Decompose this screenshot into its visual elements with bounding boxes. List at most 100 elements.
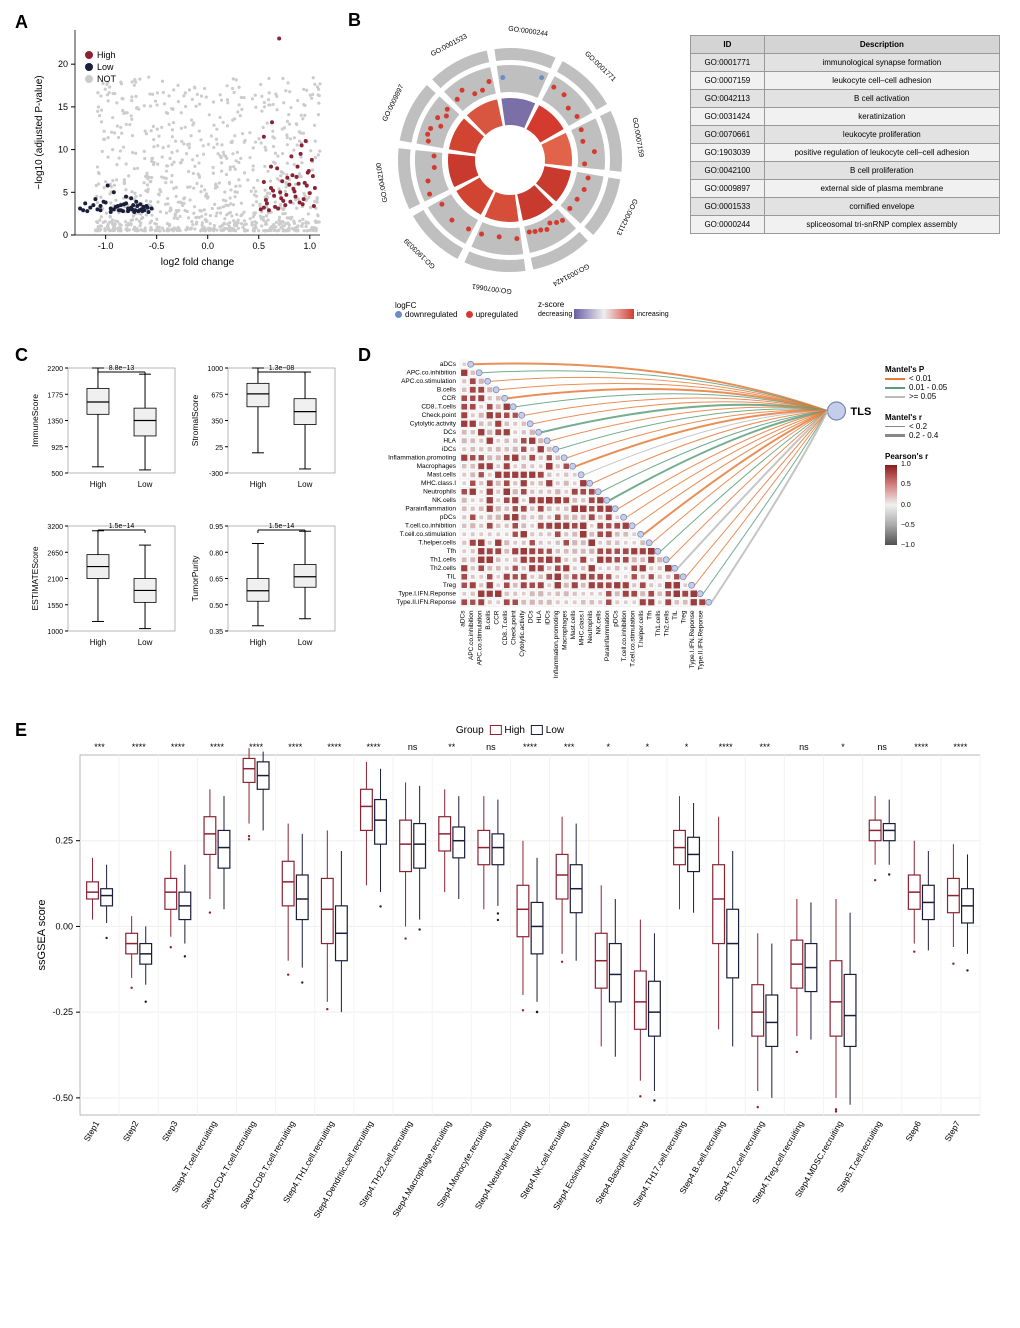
table-row: GO:0001533cornified envelope: [691, 198, 1000, 216]
svg-text:CD8..T.cells: CD8..T.cells: [502, 610, 509, 645]
panel-e-label: E: [15, 720, 27, 741]
svg-text:ns: ns: [408, 742, 418, 752]
svg-text:925: 925: [51, 445, 63, 452]
svg-text:CCR: CCR: [493, 610, 500, 624]
svg-text:pDCs: pDCs: [440, 514, 457, 521]
svg-text:StromalScore: StromalScore: [190, 394, 200, 446]
svg-text:Step1: Step1: [82, 1119, 102, 1143]
svg-text:-1.0: -1.0: [98, 241, 114, 251]
svg-text:0: 0: [63, 230, 68, 240]
ssgsea-boxplots: Group High Low -0.50-0.250.000.25ssGSEA …: [30, 725, 990, 1305]
svg-text:1.5e−14: 1.5e−14: [269, 523, 295, 530]
svg-text:1.5e−14: 1.5e−14: [109, 523, 135, 530]
svg-text:Cytolytic.activity: Cytolytic.activity: [410, 421, 457, 428]
table-row: GO:0031424keratinization: [691, 108, 1000, 126]
svg-text:Inflammation.promoting: Inflammation.promoting: [388, 455, 456, 462]
svg-text:350: 350: [211, 419, 223, 426]
svg-text:0.50: 0.50: [209, 603, 223, 610]
svg-text:-300: -300: [209, 471, 223, 478]
svg-text:T.cell.co.stimulation: T.cell.co.stimulation: [400, 531, 457, 538]
svg-text:APC.co.stimulation: APC.co.stimulation: [401, 378, 456, 385]
boxplot: 10001550210026503200ESTIMATEScoreHighLow…: [30, 508, 180, 656]
svg-text:Type.II.IFN.Reponse: Type.II.IFN.Reponse: [396, 599, 456, 606]
svg-text:****: ****: [210, 742, 225, 752]
svg-text:Cytolytic.activity: Cytolytic.activity: [519, 610, 526, 657]
svg-text:0.65: 0.65: [209, 577, 223, 584]
svg-text:2650: 2650: [47, 550, 63, 557]
svg-text:−log10 (adjusted P-value): −log10 (adjusted P-value): [34, 75, 45, 189]
svg-text:TumorPurity: TumorPurity: [190, 555, 200, 602]
table-row: GO:0001771immunological synapse formatio…: [691, 54, 1000, 72]
svg-text:T.cell.co.inhibition: T.cell.co.inhibition: [405, 523, 456, 530]
svg-text:Step5.T.cell.recruiting: Step5.T.cell.recruiting: [835, 1119, 884, 1195]
svg-text:GO:0042113: GO:0042113: [615, 197, 639, 236]
svg-text:5: 5: [63, 187, 68, 197]
svg-text:*: *: [646, 742, 650, 752]
svg-text:0.25: 0.25: [55, 836, 73, 846]
svg-text:TIL: TIL: [672, 610, 679, 620]
svg-text:15: 15: [58, 102, 68, 112]
svg-text:Inflammation.promoting: Inflammation.promoting: [553, 610, 560, 678]
svg-text:500: 500: [51, 471, 63, 478]
svg-text:Macrophages: Macrophages: [561, 610, 568, 650]
svg-text:Parainflammation: Parainflammation: [604, 610, 611, 661]
svg-text:Th1.cells: Th1.cells: [430, 557, 457, 564]
boxplot: -300253506751000StromalScoreHighLow1.3e−…: [190, 350, 340, 498]
svg-text:*: *: [841, 742, 845, 752]
svg-text:0.00: 0.00: [55, 921, 73, 931]
panel-d-legend: Mantel's P < 0.01 0.01 - 0.05 >= 0.05 Ma…: [885, 365, 985, 561]
svg-text:0.80: 0.80: [209, 550, 223, 557]
svg-text:Neutrophils: Neutrophils: [423, 489, 457, 496]
svg-text:2100: 2100: [47, 577, 63, 584]
svg-text:****: ****: [914, 742, 929, 752]
svg-text:****: ****: [719, 742, 734, 752]
table-row: GO:0070661leukocyte proliferation: [691, 126, 1000, 144]
svg-text:Th2.cells: Th2.cells: [663, 610, 670, 637]
svg-text:ns: ns: [877, 742, 887, 752]
svg-text:0.95: 0.95: [209, 524, 223, 531]
svg-text:1350: 1350: [47, 419, 63, 426]
svg-text:MHC.class.I: MHC.class.I: [421, 480, 456, 487]
svg-text:*: *: [685, 742, 689, 752]
go-desc-header: Description: [764, 36, 999, 54]
svg-text:GO:0001771: GO:0001771: [583, 50, 617, 83]
svg-text:0.35: 0.35: [209, 629, 223, 636]
table-row: GO:0007159leukocyte cell–cell adhesion: [691, 72, 1000, 90]
svg-text:T.helper.cells: T.helper.cells: [638, 610, 645, 648]
svg-text:1.0: 1.0: [304, 241, 317, 251]
svg-text:Tfh: Tfh: [447, 548, 457, 555]
svg-text:GO:0000244: GO:0000244: [508, 26, 549, 39]
panel-a-label: A: [15, 12, 28, 33]
svg-text:NK.cells: NK.cells: [432, 497, 457, 504]
svg-text:aDCs: aDCs: [440, 361, 457, 368]
svg-text:High: High: [90, 638, 106, 647]
go-table: IDDescription GO:0001771immunological sy…: [690, 35, 1000, 234]
panel-b-legend: logFC downregulated upregulated z-score …: [395, 300, 669, 319]
svg-text:10: 10: [58, 145, 68, 155]
svg-text:DCs: DCs: [527, 610, 534, 623]
svg-text:GO:0031424: GO:0031424: [551, 262, 590, 287]
panel-e-legend: Group High Low: [456, 725, 564, 736]
svg-text:Type.I.IFN.Reponse: Type.I.IFN.Reponse: [689, 610, 696, 668]
svg-text:pDCs: pDCs: [612, 610, 619, 627]
svg-text:GO:0070661: GO:0070661: [472, 282, 513, 295]
svg-text:iDCs: iDCs: [544, 610, 551, 625]
svg-text:Th2.cells: Th2.cells: [430, 565, 457, 572]
svg-text:Check.point: Check.point: [422, 412, 457, 419]
svg-text:8.8e−13: 8.8e−13: [109, 365, 135, 372]
svg-text:CCR: CCR: [442, 395, 456, 402]
svg-text:***: ***: [94, 742, 105, 752]
svg-text:Check.point: Check.point: [510, 610, 517, 645]
svg-text:***: ***: [760, 742, 771, 752]
svg-text:High: High: [250, 638, 266, 647]
svg-text:1775: 1775: [47, 392, 63, 399]
svg-text:APC.co.inhibition: APC.co.inhibition: [407, 370, 457, 377]
svg-text:1550: 1550: [47, 603, 63, 610]
svg-text:3200: 3200: [47, 524, 63, 531]
svg-text:1000: 1000: [207, 366, 223, 373]
svg-text:T.helper.cells: T.helper.cells: [418, 540, 456, 547]
svg-text:B.cells: B.cells: [437, 387, 457, 394]
svg-text:APC.co.stimulation: APC.co.stimulation: [476, 610, 483, 665]
svg-text:High: High: [250, 480, 266, 489]
svg-text:GO:1903039: GO:1903039: [403, 237, 437, 270]
